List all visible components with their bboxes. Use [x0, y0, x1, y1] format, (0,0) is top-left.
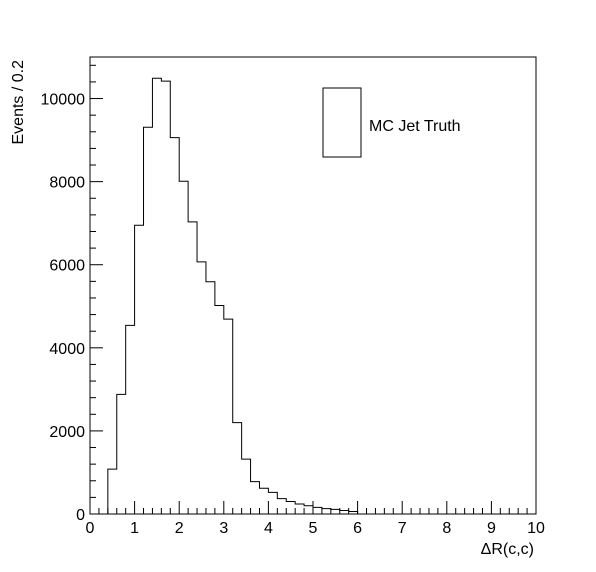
legend: MC Jet Truth: [322, 87, 461, 158]
x-tick-label: 7: [398, 520, 407, 537]
y-tick-label: 8000: [49, 175, 85, 192]
x-axis-ticks: 0 1 2 3 4 5 6 7 8 9 10: [86, 501, 545, 537]
legend-label: MC Jet Truth: [369, 118, 461, 135]
x-tick-label: 5: [309, 520, 318, 537]
histogram-series-line: [90, 77, 536, 515]
plot-frame: [89, 56, 537, 515]
y-tick-label: 0: [76, 507, 85, 524]
y-axis-ticks: 0 2000 4000 6000 8000 10000: [41, 64, 103, 524]
y-tick-label: 2000: [49, 424, 85, 441]
x-tick-label: 6: [353, 520, 362, 537]
y-tick-label: 10000: [41, 92, 86, 109]
x-tick-label: 9: [487, 520, 496, 537]
x-axis-label: ΔR(c,c): [481, 541, 534, 558]
x-tick-label: 1: [130, 520, 139, 537]
y-axis-label: Events / 0.2: [10, 60, 27, 145]
x-tick-label: 0: [86, 520, 95, 537]
x-tick-label: 8: [442, 520, 451, 537]
x-tick-label: 10: [527, 520, 545, 537]
y-tick-label: 4000: [49, 341, 85, 358]
x-tick-label: 3: [219, 520, 228, 537]
x-tick-label: 2: [175, 520, 184, 537]
y-tick-label: 6000: [49, 258, 85, 275]
x-tick-label: 4: [264, 520, 273, 537]
legend-swatch: [322, 87, 362, 158]
